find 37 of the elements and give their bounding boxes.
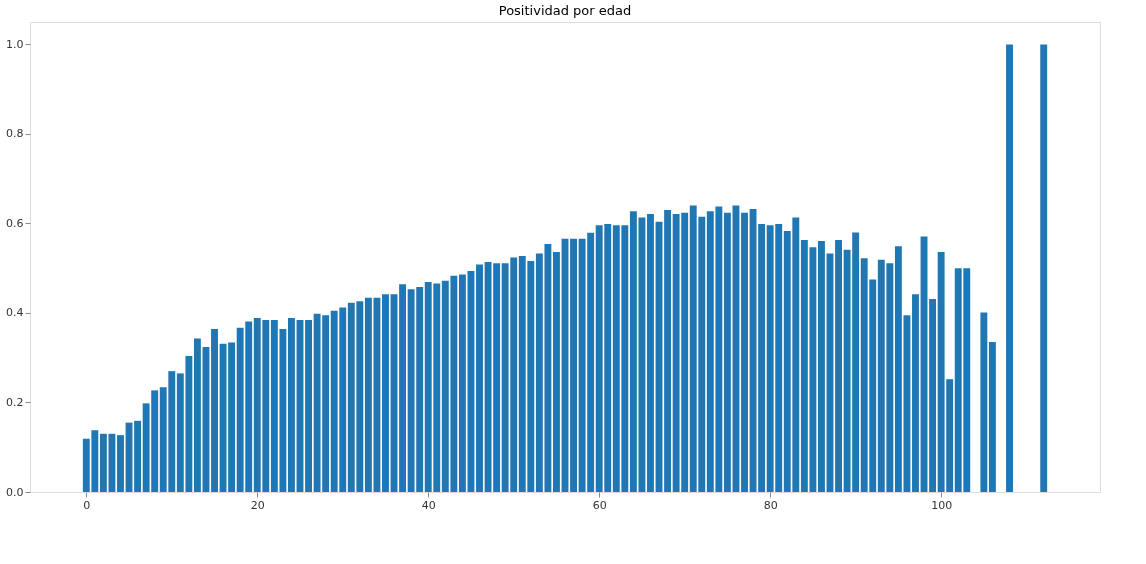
bar xyxy=(134,420,142,492)
bar xyxy=(382,294,389,492)
bar xyxy=(1040,44,1048,492)
x-tick-label: 20 xyxy=(250,498,265,512)
bar xyxy=(553,252,560,492)
bar xyxy=(835,239,842,492)
y-tick-label: 0.0 xyxy=(6,485,24,499)
x-tick-label: 80 xyxy=(763,498,778,512)
bar xyxy=(723,212,731,492)
bar xyxy=(647,214,654,492)
bar xyxy=(818,240,825,492)
bar xyxy=(741,212,748,492)
y-tick-label: 0.4 xyxy=(6,306,24,320)
bar xyxy=(664,210,672,492)
bar xyxy=(929,299,937,492)
y-tick-label: 0.6 xyxy=(6,216,24,230)
x-tick-label: 100 xyxy=(931,498,953,512)
y-tick-label: 0.8 xyxy=(6,127,24,141)
x-tick-label: 60 xyxy=(592,498,607,512)
bar xyxy=(476,264,483,492)
bar xyxy=(305,320,312,492)
bar xyxy=(193,338,201,492)
y-tick-label: 1.0 xyxy=(6,37,24,51)
y-tick-label: 0.2 xyxy=(6,395,24,409)
x-tick-label: 0 xyxy=(83,498,91,512)
bar xyxy=(399,284,407,492)
chart-title: Positividad por edad xyxy=(498,3,632,18)
bar xyxy=(458,274,466,492)
x-tick-label: 40 xyxy=(421,498,436,512)
bar xyxy=(912,294,919,492)
bar xyxy=(117,435,124,492)
bar xyxy=(211,329,218,492)
bar xyxy=(288,317,295,492)
bar xyxy=(988,342,996,492)
bar xyxy=(980,312,988,492)
bar xyxy=(1006,44,1013,492)
bar xyxy=(570,238,577,492)
